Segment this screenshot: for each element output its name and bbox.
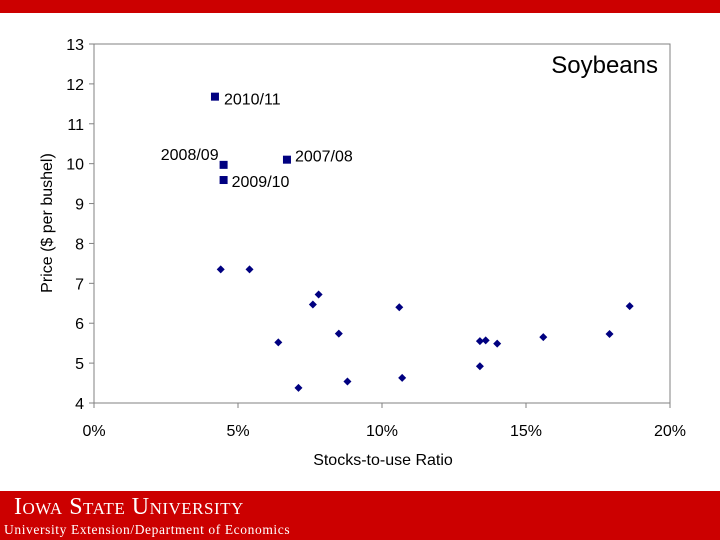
highlighted-data-point <box>219 176 228 185</box>
highlighted-data-point <box>210 92 219 101</box>
data-point <box>274 338 283 347</box>
y-tick-label: 6 <box>75 316 84 333</box>
y-tick-label: 4 <box>75 396 84 413</box>
data-point <box>343 377 352 386</box>
data-point <box>493 339 502 348</box>
plot-area <box>93 43 671 404</box>
x-tick-label: 5% <box>226 423 249 440</box>
x-axis-label: Stocks-to-use Ratio <box>313 452 453 469</box>
data-point <box>475 337 484 346</box>
y-tick-label: 11 <box>67 117 84 134</box>
highlighted-data-point <box>219 160 228 169</box>
x-tick-label: 15% <box>510 423 542 440</box>
data-point <box>625 302 634 311</box>
data-point <box>216 265 225 274</box>
data-point-label: 2010/11 <box>224 92 281 109</box>
top-accent-bar <box>0 0 720 13</box>
data-point <box>334 329 343 338</box>
data-point <box>539 333 548 342</box>
university-wordmark: Iowa State University <box>14 494 244 520</box>
y-axis-label: Price ($ per bushel) <box>39 153 56 293</box>
y-tick-label: 8 <box>75 236 84 253</box>
data-point <box>398 373 407 382</box>
y-tick-label: 5 <box>75 356 84 373</box>
data-point <box>314 290 323 299</box>
y-tick-label: 12 <box>66 77 84 94</box>
scatter-chart: 4 5 6 7 8 9 10 11 12 13 0% 5% 10% 15% 20% 2010/11 2008… <box>39 37 686 469</box>
data-point <box>481 336 490 345</box>
data-point <box>395 303 404 312</box>
data-point <box>245 265 254 274</box>
y-tick-label: 9 <box>75 197 84 214</box>
data-point <box>605 329 614 338</box>
data-point <box>308 300 317 309</box>
data-point <box>294 383 303 392</box>
department-line: University Extension/Department of Econo… <box>4 522 291 537</box>
footer-bar: Iowa State University University Extensi… <box>0 491 720 540</box>
chart-title: Soybeans <box>551 52 658 79</box>
y-tick-label: 7 <box>75 276 84 293</box>
data-point-label: 2007/08 <box>295 149 353 166</box>
y-tick-label: 13 <box>66 37 84 54</box>
data-point-label: 2008/09 <box>161 147 219 164</box>
highlighted-data-point <box>282 155 291 164</box>
x-tick-label: 10% <box>366 423 398 440</box>
data-point <box>475 362 484 371</box>
y-tick-label: 10 <box>66 157 84 174</box>
data-point-label: 2009/10 <box>232 174 290 191</box>
x-tick-label: 20% <box>654 423 686 440</box>
x-tick-label: 0% <box>82 423 105 440</box>
